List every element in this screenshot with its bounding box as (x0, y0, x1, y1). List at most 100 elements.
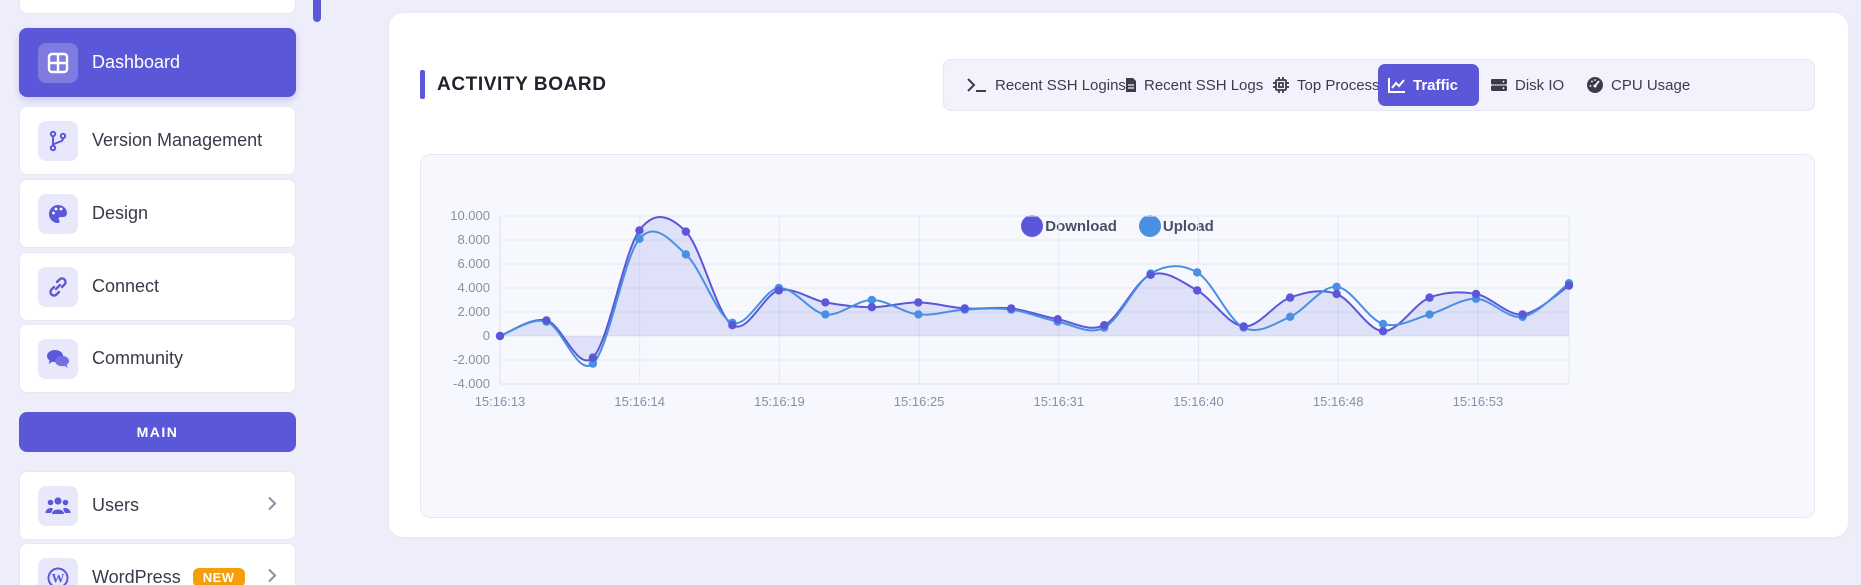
x-tick-label: 15:16:25 (894, 394, 945, 409)
data-point-upload[interactable] (635, 234, 644, 243)
data-point-upload[interactable] (588, 359, 598, 368)
legend-item-download[interactable]: Download (1021, 215, 1117, 237)
data-point-download[interactable] (1471, 289, 1481, 299)
sidebar-item-label: Users (92, 495, 140, 515)
data-point-download[interactable] (588, 353, 598, 362)
traffic-chart-container: Download Upload 10.000 8.000 6.000 4.000 2.0… (420, 154, 1815, 518)
legend-dot-download (1021, 215, 1044, 237)
data-point-upload[interactable] (821, 310, 830, 319)
data-point-download[interactable] (867, 303, 877, 312)
y-tick-label: 10.000 (450, 208, 490, 223)
sidebar-item-version-management[interactable]: Version Management (19, 106, 296, 175)
x-tick-label: 15:16:48 (1313, 394, 1364, 409)
data-point-download[interactable] (1518, 310, 1527, 319)
page-title: ACTIVITY BOARD (437, 74, 607, 95)
traffic-line-chart: 10.000 8.000 6.000 4.000 2.000 0 -2.000 -4.000 1… (450, 208, 1574, 409)
data-point-download[interactable] (1053, 315, 1062, 324)
y-tick-label: 2.000 (457, 304, 490, 319)
data-point-download[interactable] (495, 331, 505, 341)
data-point-download[interactable] (914, 298, 923, 307)
tab-label: Traffic (1413, 76, 1459, 94)
data-point-download[interactable] (1332, 289, 1341, 299)
activity-board-card: ACTIVITY BOARD Recent SSH Logins Recent … (389, 13, 1848, 537)
sidebar-item-design[interactable]: Design (19, 179, 296, 248)
download-area (500, 217, 1569, 361)
data-point-upload[interactable] (1192, 268, 1202, 277)
data-point-download[interactable] (681, 227, 691, 236)
sidebar-scrollbar[interactable] (313, 0, 321, 22)
tab-label: Top Process (1297, 76, 1380, 94)
data-point-upload[interactable] (867, 295, 877, 305)
tab-cpu-usage[interactable]: CPU Usage (1576, 64, 1700, 106)
section-main-label: MAIN (19, 412, 296, 452)
sidebar: Dashboard Version Management Design Conn… (0, 0, 321, 585)
chevron-right-icon (267, 495, 277, 516)
data-point-download[interactable] (635, 226, 644, 235)
data-point-download[interactable] (1425, 293, 1434, 302)
legend-label: Upload (1162, 217, 1214, 235)
x-tick-label: 15:16:13 (475, 394, 526, 409)
new-badge: NEW (192, 568, 245, 585)
y-tick-label: 4.000 (457, 280, 490, 295)
file-icon (1126, 78, 1136, 92)
tab-label: CPU Usage (1611, 76, 1691, 94)
data-point-download[interactable] (1564, 281, 1574, 290)
legend-dot-upload (1138, 215, 1161, 237)
y-tick-label: 6.000 (457, 256, 490, 271)
y-tick-label: -2.000 (453, 352, 490, 367)
wordpress-icon: W (38, 557, 78, 585)
terminal-icon (967, 78, 986, 92)
tab-disk-io[interactable]: Disk IO (1480, 64, 1574, 106)
tab-label: Recent SSH Logs (1144, 76, 1264, 94)
dashboard-grid-icon (38, 42, 78, 83)
sidebar-item-hidden[interactable] (19, 0, 296, 14)
data-point-download[interactable] (1007, 304, 1016, 313)
data-point-download[interactable] (821, 298, 830, 307)
chevron-right-icon (267, 567, 277, 585)
sidebar-item-users[interactable]: Users (19, 471, 296, 540)
data-point-download[interactable] (1146, 270, 1155, 279)
data-point-upload[interactable] (914, 310, 923, 319)
cpu-chip-icon (1273, 77, 1289, 93)
sidebar-item-dashboard[interactable]: Dashboard (19, 28, 296, 97)
data-point-download[interactable] (1378, 327, 1388, 336)
sidebar-item-wordpress[interactable]: W WordPress NEW (19, 543, 296, 585)
palette-icon (38, 193, 78, 234)
gauge-icon (1587, 77, 1603, 93)
legend-label: Download (1045, 217, 1117, 235)
sidebar-item-label: Version Management (92, 130, 263, 150)
data-point-upload[interactable] (1285, 312, 1295, 321)
x-tick-label: 15:16:53 (1453, 394, 1504, 409)
tab-top-process[interactable]: Top Process (1262, 64, 1390, 106)
sidebar-item-label: Community (92, 348, 184, 368)
legend-item-upload[interactable]: Upload (1138, 215, 1214, 237)
x-tick-label: 15:16:31 (1033, 394, 1084, 409)
tab-recent-ssh-logs[interactable]: Recent SSH Logs (1115, 64, 1273, 106)
tab-recent-ssh-logins[interactable]: Recent SSH Logins (956, 64, 1136, 106)
chart-legend: Download Upload (421, 215, 1814, 237)
sidebar-item-label: Connect (92, 276, 160, 296)
x-tick-label: 15:16:14 (614, 394, 665, 409)
y-tick-label: 0 (483, 328, 490, 343)
data-point-download[interactable] (1100, 321, 1109, 330)
data-point-upload[interactable] (1425, 310, 1434, 319)
git-branch-icon (38, 120, 78, 161)
x-tick-label: 15:16:19 (754, 394, 805, 409)
title-accent-bar (420, 70, 425, 99)
data-point-download[interactable] (1239, 322, 1248, 331)
tab-traffic[interactable]: Traffic (1378, 64, 1479, 106)
users-icon (38, 485, 78, 526)
data-point-download[interactable] (1285, 293, 1295, 302)
data-point-download[interactable] (1192, 286, 1202, 295)
activity-tabs: Recent SSH Logins Recent SSH Logs Top Pr… (943, 59, 1815, 111)
data-point-download[interactable] (728, 321, 737, 330)
data-point-upload[interactable] (1378, 319, 1388, 329)
data-point-download[interactable] (774, 286, 784, 295)
link-icon (38, 266, 78, 307)
data-point-upload[interactable] (681, 250, 691, 259)
data-point-upload[interactable] (1332, 282, 1341, 291)
data-point-download[interactable] (960, 304, 969, 313)
data-point-download[interactable] (542, 316, 551, 325)
sidebar-item-connect[interactable]: Connect (19, 252, 296, 321)
sidebar-item-community[interactable]: Community (19, 324, 296, 393)
